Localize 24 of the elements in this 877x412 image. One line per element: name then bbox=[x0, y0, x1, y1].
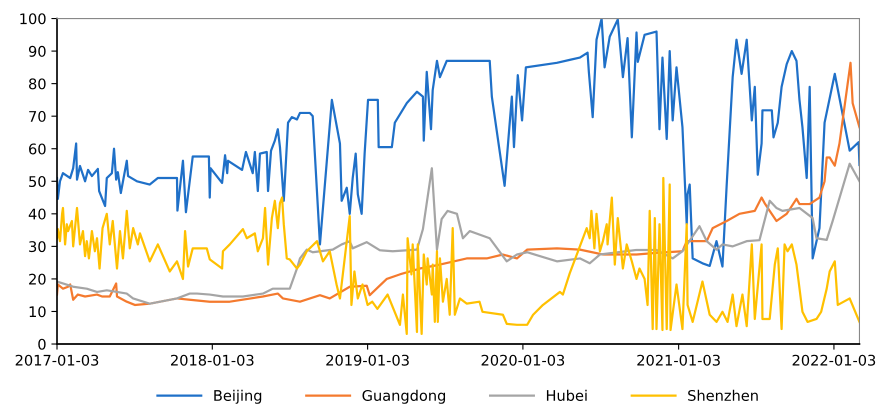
x-tick-label: 2018-01-03 bbox=[171, 354, 254, 366]
legend-label: Shenzhen bbox=[688, 390, 758, 401]
x-tick-label: 2021-01-03 bbox=[637, 354, 720, 366]
line-series bbox=[57, 176, 860, 336]
y-tick-label: 20 bbox=[29, 274, 46, 285]
legend-label: Beijing bbox=[214, 390, 262, 404]
x-tick-label: 2019-01-03 bbox=[326, 354, 409, 366]
line-series bbox=[57, 62, 860, 306]
x-tick-label: 2017-01-03 bbox=[16, 354, 98, 366]
y-tick-label: 40 bbox=[28, 208, 46, 220]
y-tick-label: 70 bbox=[29, 110, 46, 122]
legend-label: Guangdong bbox=[362, 390, 446, 404]
legend-label: Hubei bbox=[546, 390, 587, 401]
y-tick-label: 10 bbox=[30, 306, 46, 318]
x-tick-label: 2020-01-03 bbox=[482, 354, 564, 366]
y-tick-label: 0 bbox=[38, 338, 46, 350]
y-tick-label: 100 bbox=[20, 13, 46, 24]
y-tick-label: 80 bbox=[29, 78, 46, 90]
y-tick-label: 60 bbox=[29, 143, 46, 154]
line-series bbox=[57, 162, 860, 305]
y-tick-label: 50 bbox=[29, 176, 46, 188]
y-tick-label: 30 bbox=[29, 241, 46, 252]
x-tick-label: 2022-01-03 bbox=[792, 354, 876, 366]
y-tick-label: 90 bbox=[28, 46, 46, 57]
